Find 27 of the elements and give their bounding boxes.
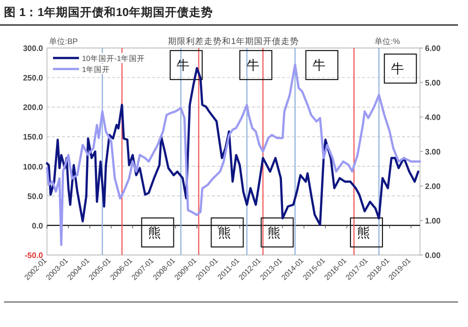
y2-tick-label: 2.00: [425, 182, 442, 191]
y2-tick-label: 1.00: [425, 216, 442, 226]
y-tick-label: 250.0: [22, 74, 44, 83]
y2-tick-label: 6.00: [425, 44, 442, 53]
y2-tick-label: 5.00: [425, 78, 442, 88]
y-tick-label: 0.0: [32, 221, 44, 230]
y-tick-label: 100.0: [22, 162, 44, 172]
y-tick-label: -50.0: [24, 251, 44, 260]
annotation: 熊: [148, 224, 162, 240]
annotation: 牛: [176, 58, 190, 73]
y2-tick-label: 3.00: [425, 148, 442, 156]
y-tick-label: 300.0: [22, 44, 44, 53]
y2-axis-title: 单位:%: [374, 37, 400, 46]
y-tick-label: 200.0: [22, 103, 44, 112]
y-axis-title: 单位:BP: [49, 37, 78, 46]
annotation: 熊: [268, 224, 281, 240]
y-tick-label: 150.0: [22, 132, 44, 142]
chart-subtitle: 期限利差走势和1年期国开债走势: [168, 36, 299, 46]
annotation: 牛: [246, 58, 260, 73]
annotation: 熊: [356, 224, 370, 240]
annotation: 熊: [218, 224, 231, 240]
y2-tick-label: 0.00: [425, 251, 442, 260]
y-tick-label: 50.0: [27, 192, 44, 201]
annotation: 牛: [312, 58, 326, 73]
y2-tick-label: 4.00: [425, 113, 442, 122]
annotation: 牛: [390, 61, 404, 76]
chart-title: 图 1：1年期国开债和10年期国开债走势: [4, 5, 213, 19]
